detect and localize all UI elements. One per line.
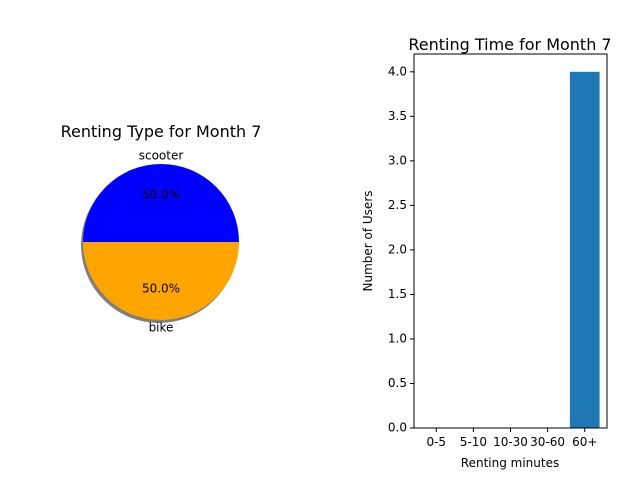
bar-x-tick-label: 5-10: [460, 435, 487, 449]
bar-y-tick-label: 2.0: [388, 242, 407, 256]
pie-pct-label-scooter: 50.0%: [142, 188, 180, 202]
bar-x-tick-label: 60+: [572, 435, 597, 449]
bar-x-ticks: 0-5 5-10 10-30 30-60 60+: [426, 428, 597, 449]
bar-60+: [569, 71, 600, 429]
bar-y-tick-label: 1.0: [388, 331, 407, 345]
bar-y-tick-label: 4.0: [388, 64, 407, 78]
pie-pct-label-bike: 50.0%: [142, 281, 180, 295]
bar-y-tick-label: 1.5: [388, 287, 407, 301]
bar-y-tick-label: 0.5: [388, 376, 407, 390]
pie-label-scooter: scooter: [139, 149, 184, 163]
pie-chart: Renting Type for Month 7 scooter 50.0% bik…: [61, 122, 262, 334]
bar-title: Renting Time for Month 7: [408, 35, 611, 54]
bar-bars: [569, 71, 600, 429]
bar-y-tick-label: 2.5: [388, 198, 407, 212]
bar-x-tick-label: 0-5: [426, 435, 446, 449]
bar-y-ticks: 0.0 0.5 1.0 1.5 2.0 2.5 3.0 3.5 4.0: [388, 64, 414, 435]
pie-labels: scooter 50.0% bike 50.0%: [139, 149, 184, 335]
bar-x-tick-label: 10-30: [493, 435, 528, 449]
bar-y-tick-label: 0.0: [388, 421, 407, 435]
pie-slices: [83, 164, 239, 320]
bar-chart: Renting Time for Month 7 0.0 0.5 1.0 1.5 2.0…: [361, 35, 612, 470]
pie-slice-bike: [83, 242, 239, 320]
bar-x-tick-label: 30-60: [530, 435, 565, 449]
bar-y-axis-label: Number of Users: [361, 190, 375, 291]
pie-label-bike: bike: [149, 320, 174, 334]
bar-x-axis-label: Renting minutes: [461, 456, 559, 470]
bar-y-tick-label: 3.0: [388, 153, 407, 167]
pie-title: Renting Type for Month 7: [61, 122, 262, 141]
bar-y-tick-label: 3.5: [388, 109, 407, 123]
pie-slice-scooter: [83, 164, 239, 242]
